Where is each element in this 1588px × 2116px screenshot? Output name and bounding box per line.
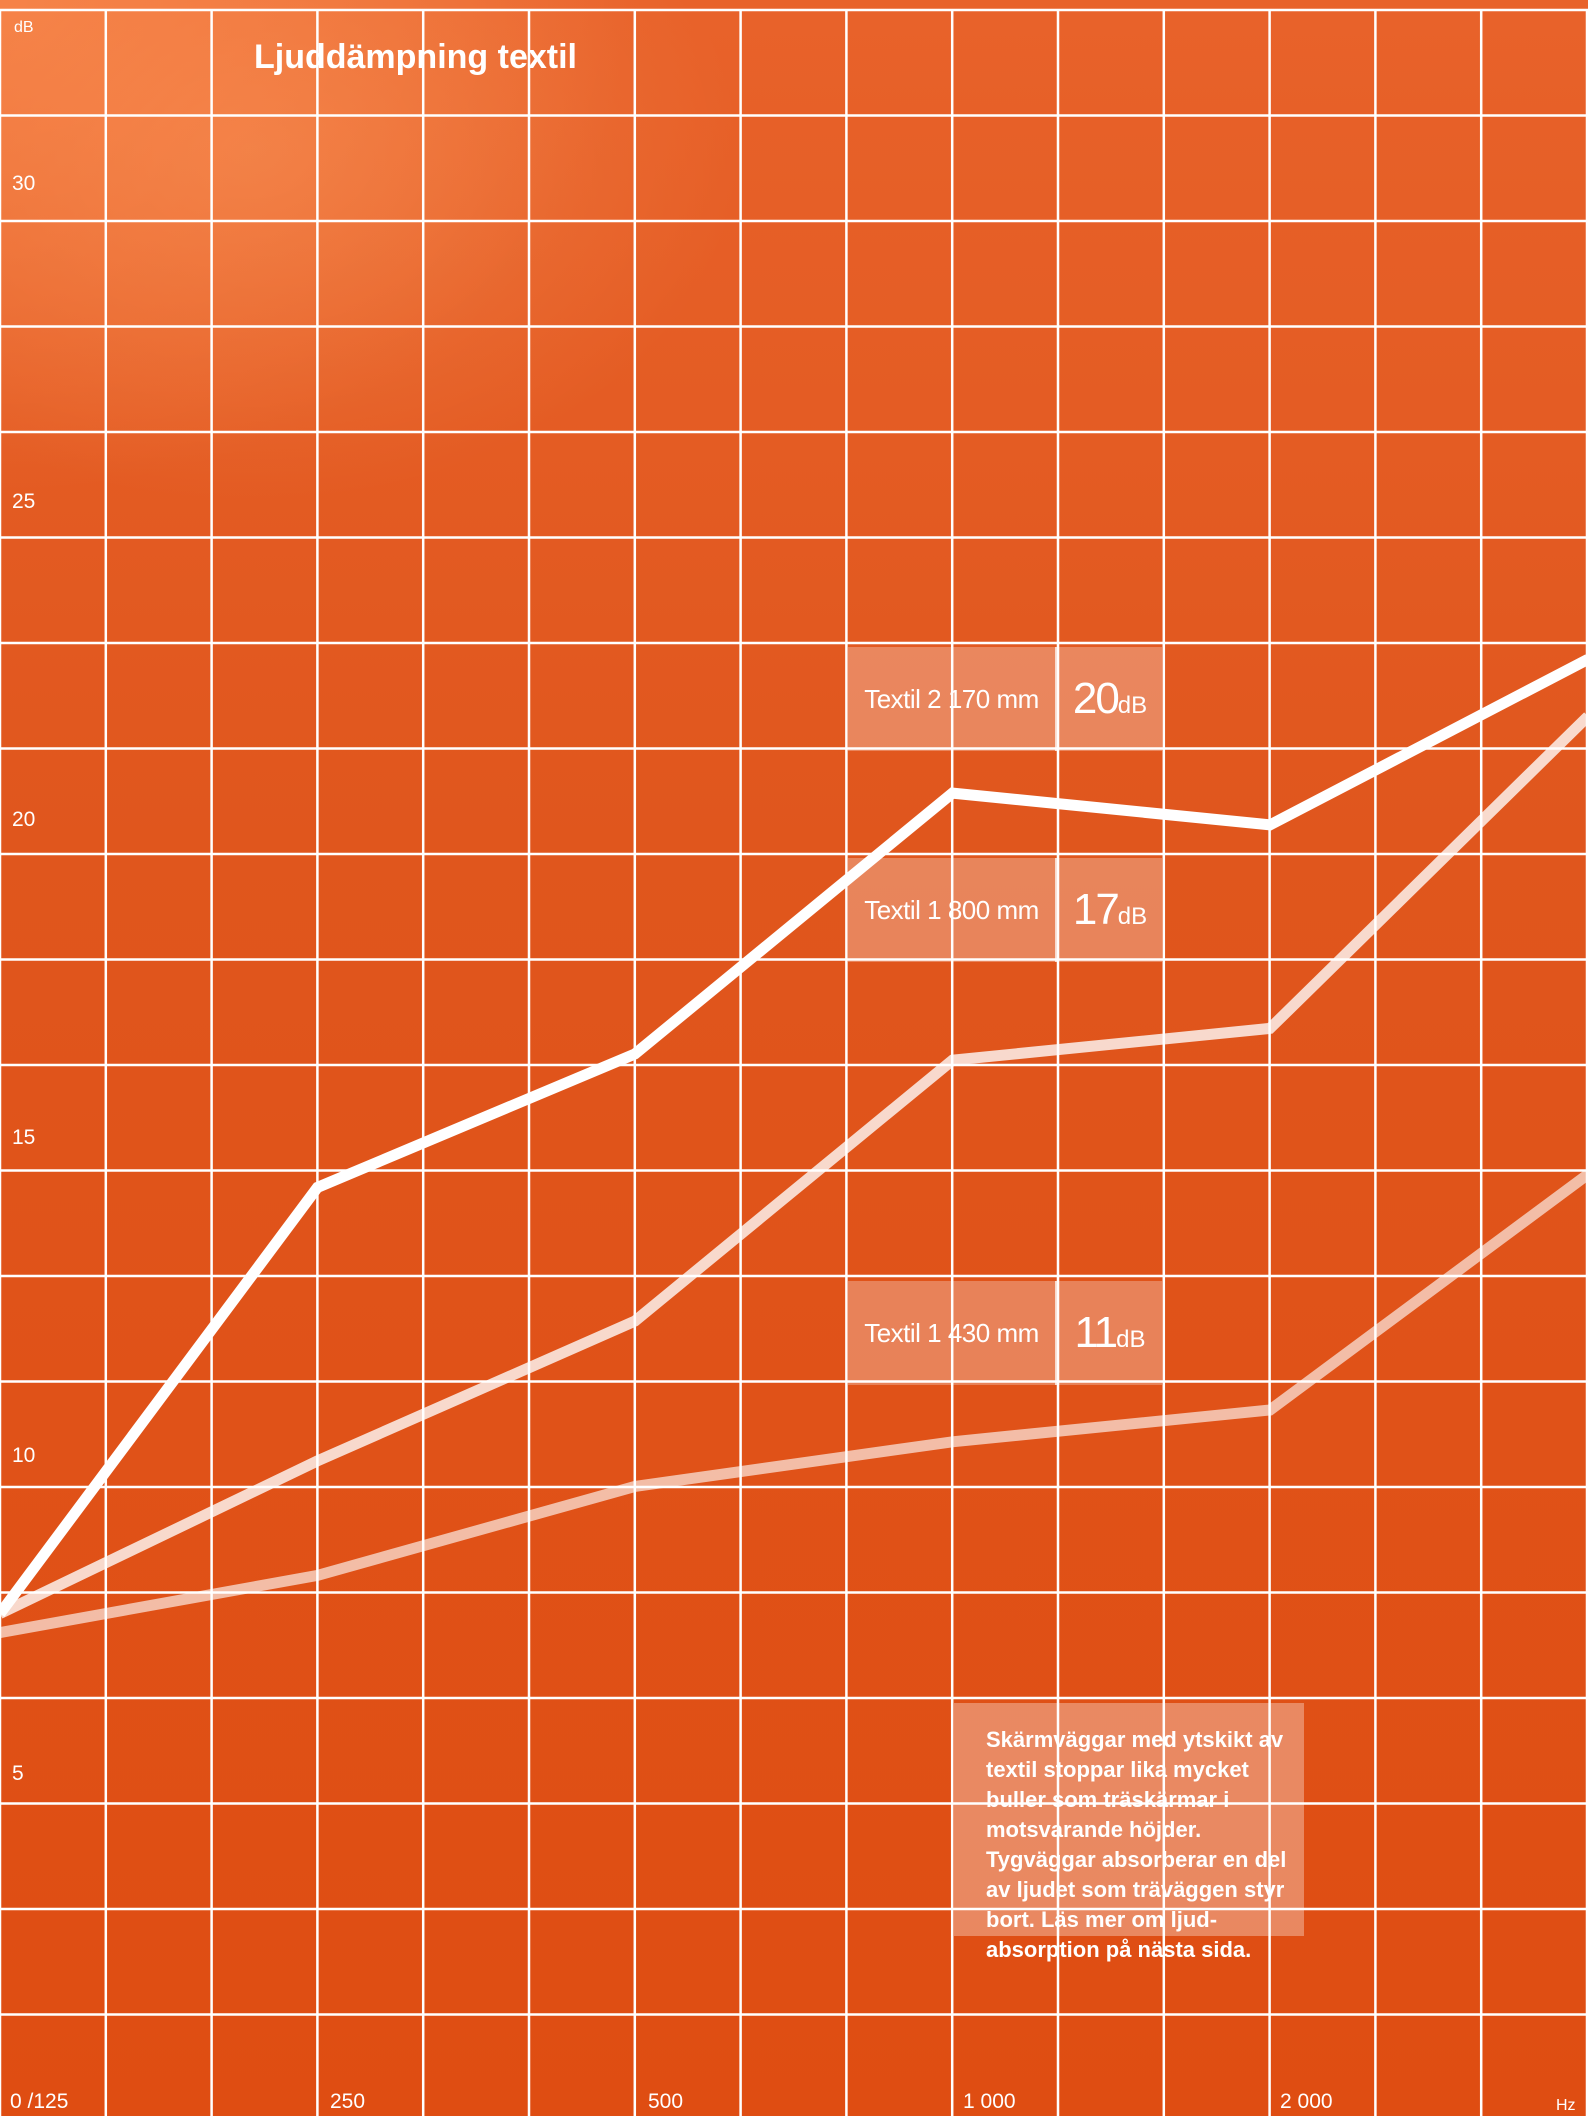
- y-tick-label: 10: [12, 1444, 35, 1467]
- series-line-0: [0, 654, 1588, 1617]
- x-tick-label: 250: [330, 2090, 365, 2113]
- x-tick-label: 500: [648, 2090, 683, 2113]
- y-tick-label: 30: [12, 172, 35, 195]
- legend-label-2170: Textil 2 170 mm 20dB: [848, 647, 1162, 751]
- x-axis-label: Hz: [1556, 2097, 1576, 2114]
- legend-value-number: 11: [1074, 1308, 1118, 1357]
- legend-value-number: 20: [1072, 674, 1120, 723]
- legend-name: Textil 2 170 mm: [848, 647, 1058, 751]
- series-lines: [0, 654, 1588, 1639]
- legend-value: 11dB: [1058, 1281, 1162, 1385]
- y-tick-label: 25: [12, 490, 35, 513]
- y-tick-label: 20: [12, 808, 35, 831]
- y-axis-label: dB: [14, 19, 34, 36]
- info-note: Skärmväggar med ytskikt av textil stoppa…: [954, 1703, 1304, 1962]
- tick-labels: 5 10 15 20 25 30 0 /125 250 500 1 000 2 000: [10, 172, 1333, 2113]
- legend-label-1430: Textil 1 430 mm 11dB: [848, 1281, 1162, 1385]
- legend-label-1800: Textil 1 800 mm 17dB: [848, 858, 1162, 962]
- x-tick-label: 0 /125: [10, 2090, 68, 2113]
- series-line-1: [0, 712, 1588, 1619]
- legend-name: Textil 1 430 mm: [848, 1281, 1058, 1385]
- legend-name: Textil 1 800 mm: [848, 858, 1058, 962]
- legend-value-unit: dB: [1117, 903, 1148, 930]
- grid: [0, 8, 1588, 2116]
- legend-value: 20dB: [1058, 647, 1162, 751]
- series-line-2: [0, 1169, 1588, 1639]
- info-note-text: Skärmväggar med ytskikt av textil stoppa…: [986, 1727, 1287, 1962]
- chart-title: Ljuddämpning textil: [254, 38, 577, 76]
- legend-value-unit: dB: [1117, 692, 1148, 719]
- legend-value-number: 17: [1072, 885, 1120, 934]
- legend-value-unit: dB: [1116, 1326, 1146, 1353]
- x-tick-label: 2 000: [1280, 2090, 1333, 2113]
- legend-value: 17dB: [1058, 858, 1162, 962]
- y-tick-label: 15: [12, 1126, 35, 1149]
- x-tick-label: 1 000: [963, 2090, 1016, 2113]
- y-tick-label: 5: [12, 1762, 24, 1785]
